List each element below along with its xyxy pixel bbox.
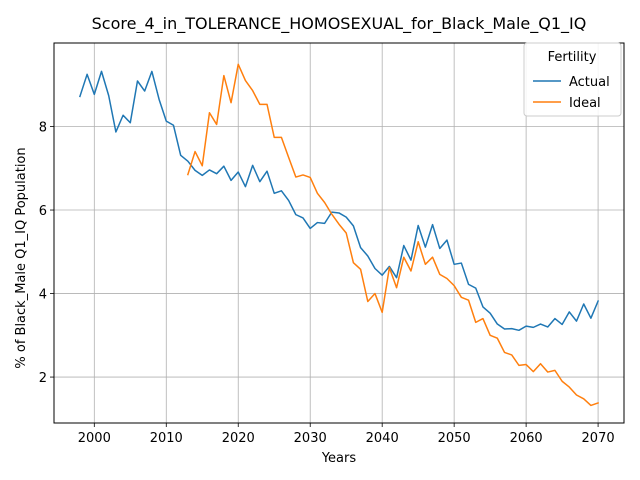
y-tick-label: 6 bbox=[39, 204, 47, 219]
y-tick-label: 2 bbox=[39, 371, 47, 386]
y-axis: 2 4 6 8 bbox=[39, 121, 54, 386]
x-axis-title: Years bbox=[321, 451, 357, 466]
y-tick-label: 4 bbox=[39, 288, 47, 303]
legend-title: Fertility bbox=[548, 50, 597, 65]
chart-title: Score_4_in_TOLERANCE_HOMOSEXUAL_for_Blac… bbox=[92, 14, 587, 34]
x-tick-label: 2070 bbox=[582, 431, 615, 446]
x-axis: 2000 2010 2020 2030 2040 2050 2060 2070 bbox=[78, 423, 615, 446]
x-tick-label: 2020 bbox=[222, 431, 255, 446]
legend-label-ideal: Ideal bbox=[569, 96, 601, 111]
series-line-ideal bbox=[186, 63, 600, 407]
series-lines bbox=[78, 63, 600, 407]
legend: Fertility Actual Ideal bbox=[523, 42, 622, 117]
x-tick-label: 2050 bbox=[438, 431, 471, 446]
x-tick-label: 2040 bbox=[366, 431, 399, 446]
x-tick-label: 2060 bbox=[510, 431, 543, 446]
legend-label-actual: Actual bbox=[569, 75, 610, 90]
x-tick-label: 2030 bbox=[294, 431, 327, 446]
y-tick-label: 8 bbox=[39, 121, 47, 136]
x-tick-label: 2000 bbox=[78, 431, 111, 446]
x-tick-label: 2010 bbox=[150, 431, 183, 446]
legend-box bbox=[523, 42, 622, 117]
plot-frame bbox=[53, 42, 625, 424]
series-line-actual bbox=[78, 70, 600, 332]
y-axis-title: % of Black_Male Q1_IQ Population bbox=[14, 147, 29, 368]
